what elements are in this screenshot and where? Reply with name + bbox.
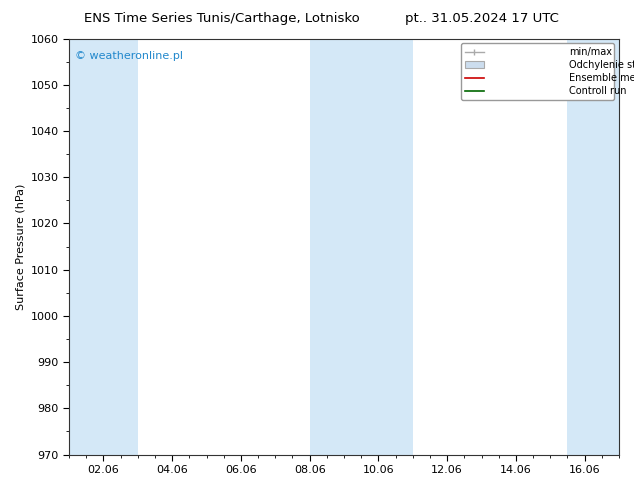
Text: © weatheronline.pl: © weatheronline.pl	[75, 51, 183, 61]
Y-axis label: Surface Pressure (hPa): Surface Pressure (hPa)	[15, 183, 25, 310]
Text: pt.. 31.05.2024 17 UTC: pt.. 31.05.2024 17 UTC	[405, 12, 559, 25]
Text: ENS Time Series Tunis/Carthage, Lotnisko: ENS Time Series Tunis/Carthage, Lotnisko	[84, 12, 359, 25]
Legend: min/max, Odchylenie standardowe, Ensemble mean run, Controll run: min/max, Odchylenie standardowe, Ensembl…	[461, 44, 614, 100]
Bar	[567, 39, 619, 455]
Bar	[309, 39, 413, 455]
Bar	[69, 39, 138, 455]
